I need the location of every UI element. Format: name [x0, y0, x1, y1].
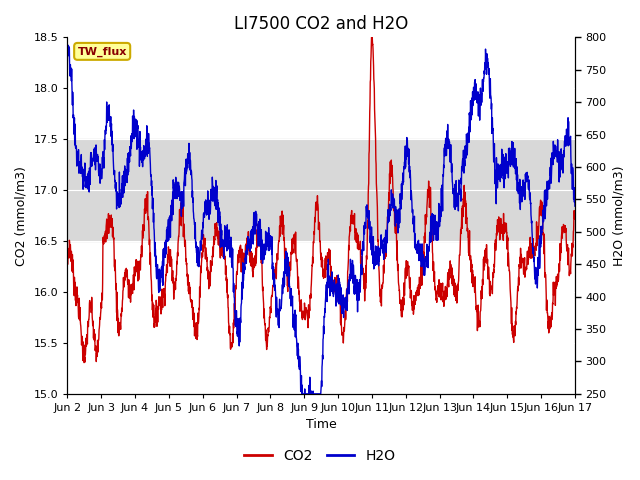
Y-axis label: CO2 (mmol/m3): CO2 (mmol/m3) [15, 166, 28, 265]
Legend: CO2, H2O: CO2, H2O [239, 443, 401, 468]
Y-axis label: H2O (mmol/m3): H2O (mmol/m3) [612, 165, 625, 266]
Bar [67, 139, 575, 241]
Title: LI7500 CO2 and H2O: LI7500 CO2 and H2O [234, 15, 408, 33]
X-axis label: Time: Time [306, 419, 337, 432]
Text: TW_flux: TW_flux [77, 46, 127, 57]
